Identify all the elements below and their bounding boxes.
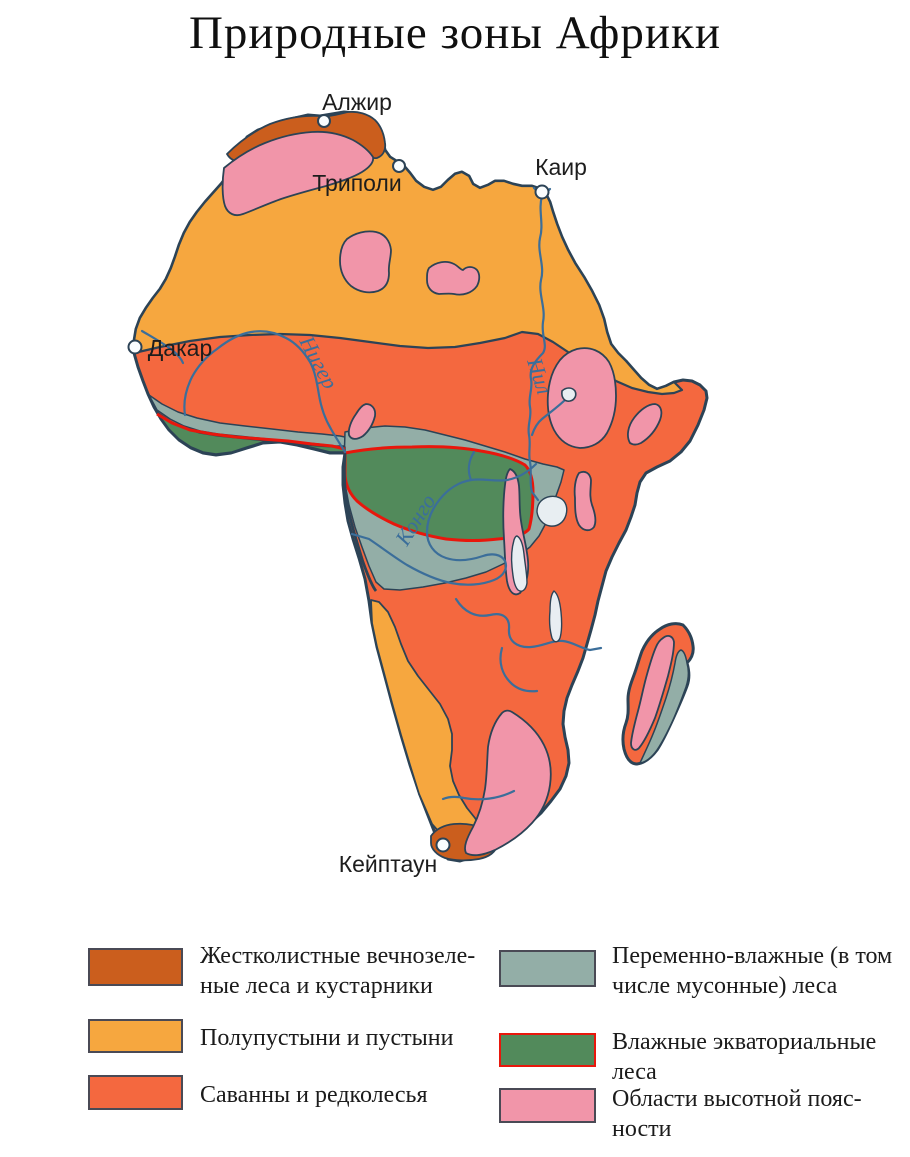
river-zambezi [454,597,603,652]
legend-label-monsoon: Переменно-влажные (в том числе мусонные)… [612,943,893,999]
legend-label-equatorial: Влажные экваториальные леса [612,1029,877,1085]
zone-kenya-highland [573,470,597,532]
city-label-algiers: Алжир [322,89,392,115]
river-niger [183,330,347,454]
river-nile [527,194,546,502]
legend-swatch-savanna [88,1075,183,1110]
river-orange [441,789,516,801]
legend-swatch-highland [499,1088,596,1123]
zone-congo-equatorial [343,445,535,542]
lake-tanganyika [510,535,528,592]
legend-label-highland: Области высотной пояс- ности [612,1086,862,1142]
red-zone-border-west [156,412,346,451]
zone-madagascar-monsoon [639,649,690,764]
zone-ahaggar-highland [339,230,392,294]
equatorial-layer [156,412,535,542]
city-label-cairo: Каир [535,154,587,180]
coastline-restroke [343,452,378,592]
zone-drakensberg-highland [464,709,552,857]
city-marker-algiers [317,114,331,128]
lake-tana [561,387,577,402]
legend-swatch-monsoon [499,950,596,987]
zone-atlas-highland [221,130,375,217]
river-limpopo [499,646,539,693]
zone-cameroon-highland [347,403,377,440]
city-marker-capetown [435,837,451,853]
city-labels: Алжир Триполи Каир Дакар Кейптаун [148,89,587,877]
legend-swatch-equatorial [499,1033,596,1067]
rivers-layer [140,186,603,801]
city-label-capetown: Кейптаун [339,851,438,877]
legend-label-evergreen: Жестколистные вечнозеле- ные леса и куст… [200,943,476,999]
legend-label-desert: Полупустыни и пустыни [200,1025,454,1051]
lake-malawi [548,590,563,643]
legend-swatch-desert [88,1019,183,1053]
city-markers [127,114,550,853]
city-marker-dakar [127,339,143,355]
zone-ethiopia-highland [546,347,617,449]
river-senegal [140,329,185,365]
lake-victoria [536,495,568,527]
africa-map: Алжир Триполи Каир Дакар Кейптаун Нигер … [127,89,709,877]
city-marker-tripoli [392,159,406,173]
city-label-tripoli: Триполи [312,170,401,196]
city-marker-cairo [534,184,550,200]
page-title: Природные зоны Африки [188,7,721,59]
highland-layer [339,230,675,751]
city-label-dakar: Дакар [148,335,213,361]
lakes-layer [510,387,577,643]
zone-somali-highland [627,403,663,446]
zone-namib-desert [370,599,482,835]
river-blue-nile [530,397,568,437]
zone-madagascar-highland [630,635,675,751]
river-congo-branch [467,450,476,482]
legend-swatch-evergreen [88,948,183,986]
river-congo [350,462,538,586]
legend-label-savanna: Саванны и редколесья [200,1082,428,1108]
zone-tibesti-highland [426,261,481,296]
